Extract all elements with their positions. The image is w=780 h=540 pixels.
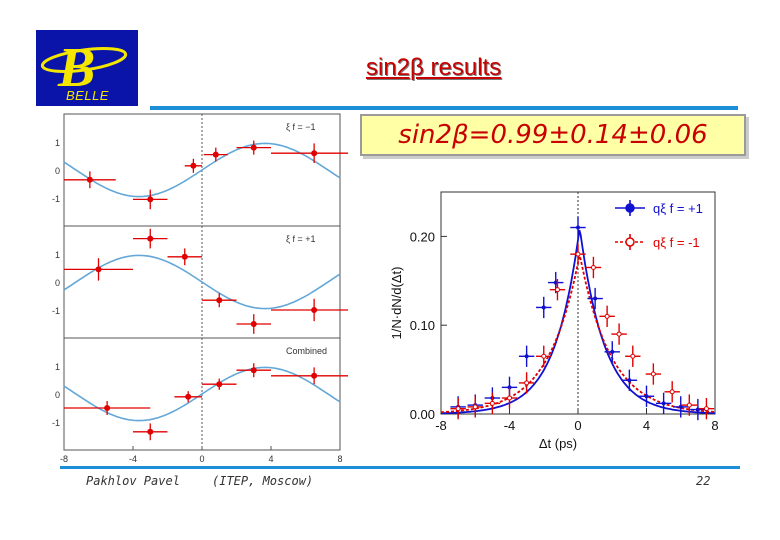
data-point (610, 349, 615, 354)
slide-title: sin2β results (366, 54, 502, 81)
bottom-divider (60, 466, 740, 469)
x-tick-label: 0 (199, 454, 204, 462)
panel-label: ξ f = −1 (286, 122, 316, 132)
y-tick-label: -1 (52, 194, 60, 204)
logo-text: BELLE (66, 88, 109, 103)
y-tick-label: 1 (55, 250, 60, 260)
data-point (669, 389, 675, 395)
data-point (250, 367, 257, 374)
data-point (604, 313, 610, 319)
data-point (686, 402, 692, 408)
data-point (541, 353, 547, 359)
data-point (104, 405, 111, 411)
data-point (630, 353, 636, 359)
data-point (507, 385, 512, 390)
fit-curve-plus (441, 229, 715, 415)
data-point (553, 280, 558, 285)
data-point (472, 404, 478, 410)
y-tick-label: -1 (52, 306, 60, 316)
x-axis-label: Δt (ps) (539, 436, 577, 451)
data-point (644, 394, 649, 399)
data-point (250, 321, 257, 327)
belle-b-icon: B (40, 37, 128, 99)
x-tick-label: -8 (435, 418, 447, 433)
y-tick-label: -1 (52, 418, 60, 428)
panel-label: Combined (286, 346, 327, 356)
y-tick-label: 0.00 (410, 407, 435, 422)
data-point (524, 354, 529, 359)
data-point (311, 150, 318, 157)
footer-author: Pakhlov Pavel (86, 474, 180, 488)
panel-label: ξ f = +1 (286, 234, 316, 244)
data-point (455, 406, 461, 412)
data-point (703, 406, 709, 412)
data-point (593, 296, 598, 301)
y-tick-label: 0 (55, 390, 60, 400)
legend-label: qξ f = +1 (653, 201, 703, 216)
data-point (541, 305, 546, 310)
data-point (212, 151, 219, 158)
data-point (95, 266, 102, 273)
y-tick-label: 1 (55, 138, 60, 148)
data-point (86, 176, 93, 183)
data-point (507, 395, 512, 401)
x-tick-label: -4 (504, 418, 516, 433)
data-point (627, 378, 632, 383)
x-tick-label: -4 (129, 454, 137, 462)
data-point (147, 196, 154, 203)
fit-curve (63, 366, 341, 422)
data-point (311, 307, 318, 313)
footer-affiliation: (ITEP, Moscow) (212, 474, 314, 488)
x-tick-label: 8 (337, 454, 342, 462)
x-tick-label: -8 (60, 454, 68, 462)
dt-distribution-chart: 0.00 0.10 0.20 -8 -4 0 4 8 Δt (ps) 1/N·dN/d(Δt) qξ… (389, 191, 719, 451)
asymmetry-chart: 1 0 -1 ξ f = −1 1 0 -1 ξ f = +1 1 0 -1 Combined -8 -4… (52, 113, 348, 462)
y-tick-label: 0 (55, 278, 60, 288)
data-point (678, 404, 683, 409)
y-tick-label: 0.10 (410, 318, 435, 333)
y-axis-label: 1/N·dN/d(Δt) (389, 267, 404, 340)
data-point (190, 162, 197, 169)
belle-logo: B BELLE (36, 30, 138, 106)
y-tick-label: 1 (55, 362, 60, 372)
data-point (554, 287, 560, 293)
data-point (216, 297, 223, 304)
x-tick-label: 8 (711, 418, 718, 433)
data-point (575, 251, 581, 257)
data-point (216, 381, 223, 388)
data-point (147, 428, 154, 435)
page-number: 22 (696, 474, 711, 488)
data-point (616, 331, 622, 337)
data-point (181, 253, 188, 260)
top-divider (150, 106, 738, 110)
y-tick-label: 0 (55, 166, 60, 176)
fit-curve (63, 142, 341, 198)
legend-marker (625, 203, 635, 213)
result-box: sin2β=0.99±0.14±0.06 (360, 114, 746, 156)
x-tick-label: 4 (643, 418, 650, 433)
fit-curve (63, 254, 341, 310)
x-tick-label: 4 (268, 454, 273, 462)
data-point (147, 235, 154, 242)
data-point (576, 225, 580, 230)
data-point (489, 400, 495, 406)
data-point (661, 401, 666, 406)
data-point (650, 371, 656, 377)
data-point (524, 380, 530, 386)
data-point (185, 393, 192, 400)
x-tick-label: 0 (574, 418, 581, 433)
data-point (250, 144, 257, 151)
y-tick-label: 0.20 (410, 229, 435, 244)
data-point (311, 372, 318, 379)
legend-marker (625, 237, 635, 247)
legend-label: qξ f = -1 (653, 235, 700, 250)
data-point (590, 264, 596, 270)
